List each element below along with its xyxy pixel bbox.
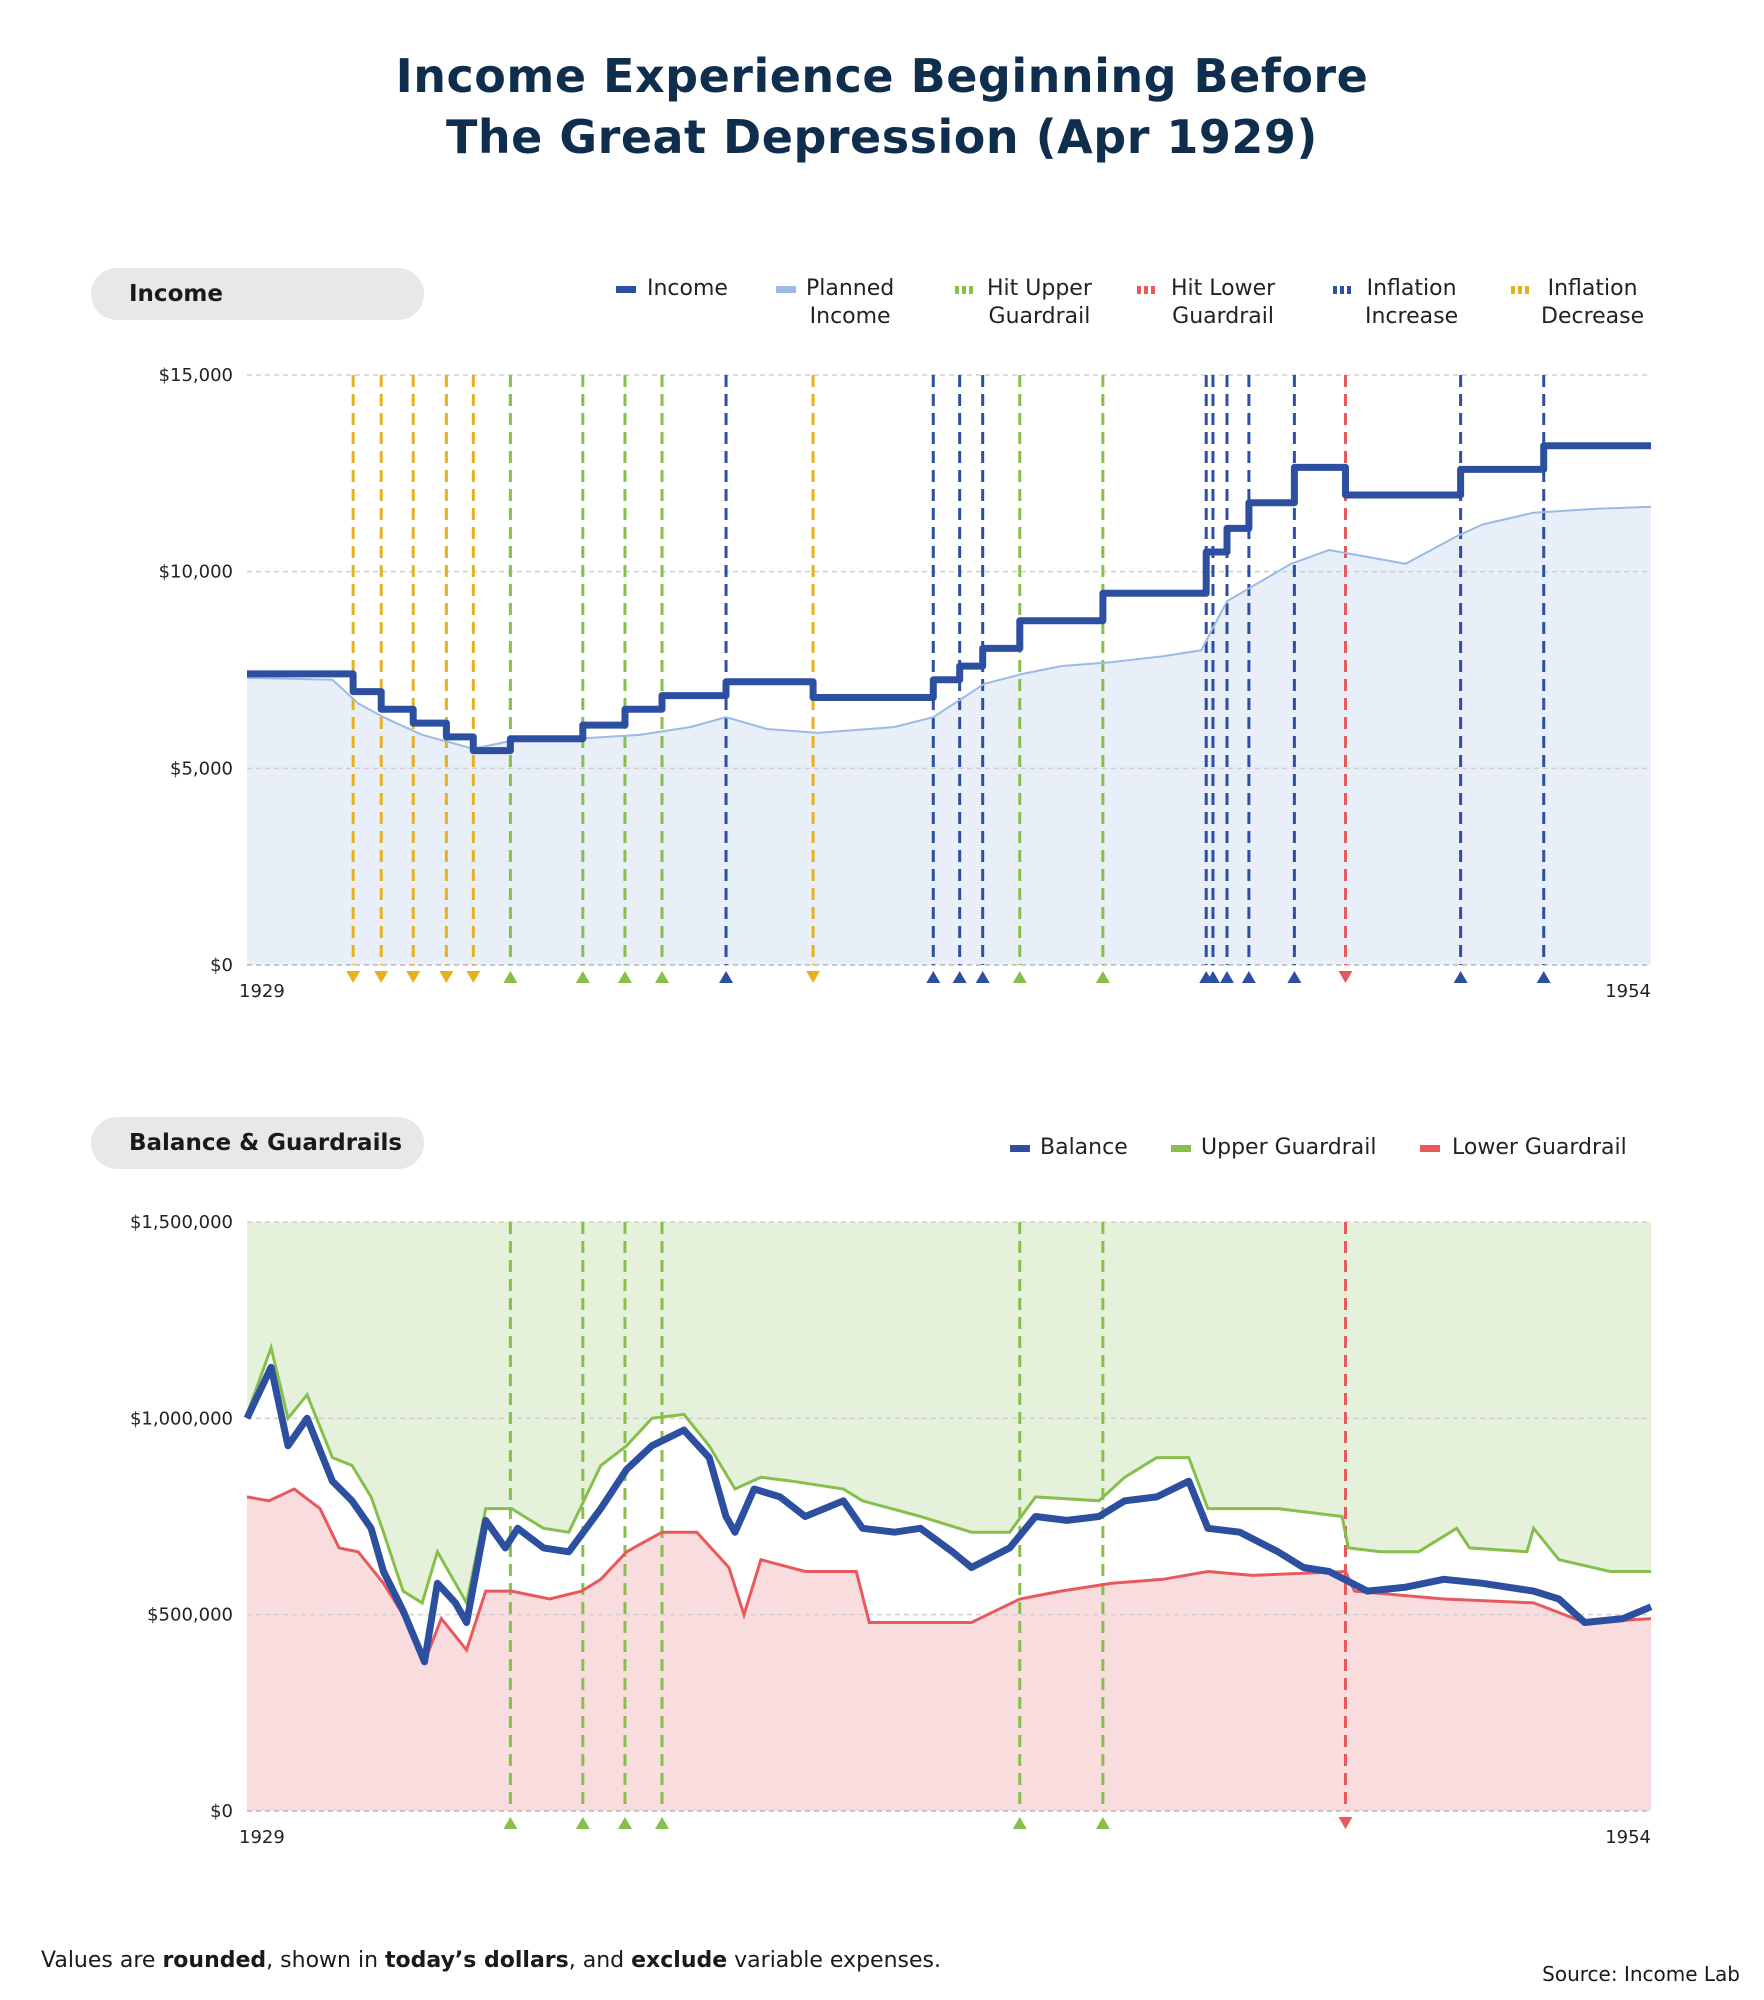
triangle-down-icon xyxy=(406,971,421,983)
footnote-text: , and xyxy=(568,1948,632,1973)
legend-text: Increase xyxy=(1365,304,1459,329)
lower-guardrail-swatch-icon xyxy=(1420,1145,1440,1152)
x-tick-label: 1929 xyxy=(239,1827,285,1848)
triangle-down-icon xyxy=(374,971,389,983)
source-note: Source: Income Lab xyxy=(1542,1962,1740,1986)
planned-income-area xyxy=(247,506,1651,965)
y-tick-label: $5,000 xyxy=(170,758,233,779)
title-line-2: The Great Depression (Apr 1929) xyxy=(446,110,1318,164)
legend-text: Hit Lower xyxy=(1171,276,1276,301)
triangle-up-icon xyxy=(1241,971,1256,983)
balance-line xyxy=(243,1363,1653,1666)
footnote-bold: rounded xyxy=(162,1948,267,1973)
triangle-down-icon xyxy=(466,971,481,983)
triangle-up-icon xyxy=(1453,971,1468,983)
inflation-decrease-dots-icon xyxy=(1511,286,1531,294)
y-tick-label: $10,000 xyxy=(159,562,233,583)
planned-income-swatch-icon xyxy=(776,286,796,293)
page-title: Income Experience Beginning Before The G… xyxy=(0,46,1764,168)
triangle-up-icon xyxy=(926,971,941,983)
legend-balance: Balance xyxy=(1040,1135,1128,1160)
triangle-down-icon xyxy=(806,971,821,983)
triangle-up-icon xyxy=(575,971,590,983)
footnote-bold: today’s dollars xyxy=(385,1948,569,1973)
triangle-up-icon xyxy=(952,971,967,983)
upper-guardrail-line xyxy=(245,1342,1651,1608)
legend-inflation-decrease: Inflation Decrease xyxy=(1541,275,1644,331)
triangle-up-icon xyxy=(617,971,632,983)
triangle-up-icon xyxy=(719,971,734,983)
y-tick-label: $500,000 xyxy=(147,1605,233,1626)
triangle-up-icon xyxy=(1095,1817,1110,1829)
footnote: Values are rounded, shown in today’s dol… xyxy=(41,1948,941,1973)
legend-income: Income xyxy=(647,276,728,301)
y-tick-label: $15,000 xyxy=(159,365,233,386)
legend-text: Hit Upper xyxy=(987,276,1092,301)
income-line xyxy=(247,442,1651,755)
title-line-1: Income Experience Beginning Before xyxy=(395,49,1369,103)
legend-text: Planned xyxy=(806,276,895,301)
triangle-up-icon xyxy=(975,971,990,983)
legend-text: Decrease xyxy=(1541,304,1645,329)
upper-guardrail-dots-icon xyxy=(955,286,975,294)
y-tick-label: $1,500,000 xyxy=(130,1212,233,1233)
legend-inflation-increase: Inflation Increase xyxy=(1365,275,1458,331)
income-chart: $0 $5,000 $10,000 $15,000 1929 1954 xyxy=(159,365,1652,1002)
triangle-down-icon xyxy=(1338,971,1353,983)
y-tick-label: $0 xyxy=(210,1801,233,1822)
triangle-up-icon xyxy=(655,1817,670,1829)
triangle-up-icon xyxy=(503,971,518,983)
triangle-up-icon xyxy=(1536,971,1551,983)
x-tick-label: 1929 xyxy=(239,981,285,1002)
income-swatch-icon xyxy=(616,286,636,293)
balance-swatch-icon xyxy=(1010,1145,1030,1152)
footnote-text: variable expenses. xyxy=(727,1948,941,1973)
legend-text: Inflation xyxy=(1547,276,1638,301)
triangle-up-icon xyxy=(1205,971,1220,983)
triangle-up-icon xyxy=(1095,971,1110,983)
planned-income-line xyxy=(246,505,1652,750)
x-tick-label: 1954 xyxy=(1605,981,1651,1002)
x-tick-label: 1954 xyxy=(1605,1827,1651,1848)
triangle-up-icon xyxy=(1012,1817,1027,1829)
triangle-up-icon xyxy=(1219,971,1234,983)
triangle-up-icon xyxy=(1012,971,1027,983)
legend-hit-lower: Hit Lower Guardrail xyxy=(1171,275,1275,331)
y-tick-label: $0 xyxy=(210,955,233,976)
legend-text: Inflation xyxy=(1366,276,1457,301)
footnote-text: , shown in xyxy=(266,1948,386,1973)
balance-panel-label: Balance & Guardrails xyxy=(91,1117,424,1169)
income-panel-label: Income xyxy=(91,268,424,320)
lower-zone-area xyxy=(247,1489,1651,1811)
lower-guardrail-line xyxy=(246,1487,1652,1666)
triangle-down-icon xyxy=(346,971,361,983)
upper-guardrail-swatch-icon xyxy=(1171,1145,1191,1152)
inflation-increase-dots-icon xyxy=(1333,286,1353,294)
triangle-up-icon xyxy=(575,1817,590,1829)
triangle-down-icon xyxy=(439,971,454,983)
triangle-up-icon xyxy=(617,1817,632,1829)
lower-guardrail-dots-icon xyxy=(1137,286,1157,294)
triangle-up-icon xyxy=(655,971,670,983)
legend-text: Guardrail xyxy=(988,304,1091,329)
triangle-down-icon xyxy=(1338,1817,1353,1829)
footnote-text: Values are xyxy=(41,1948,163,1973)
legend-planned-income: Planned Income xyxy=(806,275,894,331)
legend-hit-upper: Hit Upper Guardrail xyxy=(987,275,1092,331)
legend-upper-guardrail: Upper Guardrail xyxy=(1201,1135,1377,1160)
legend-lower-guardrail: Lower Guardrail xyxy=(1452,1135,1627,1160)
triangle-up-icon xyxy=(1287,971,1302,983)
triangle-up-icon xyxy=(503,1817,518,1829)
legend-text: Guardrail xyxy=(1172,304,1275,329)
footnote-bold: exclude xyxy=(631,1948,728,1973)
balance-chart: $0 $500,000 $1,000,000 $1,500,000 1929 1954 xyxy=(130,1212,1653,1848)
y-tick-label: $1,000,000 xyxy=(130,1408,233,1429)
legend-text: Income xyxy=(809,304,891,329)
